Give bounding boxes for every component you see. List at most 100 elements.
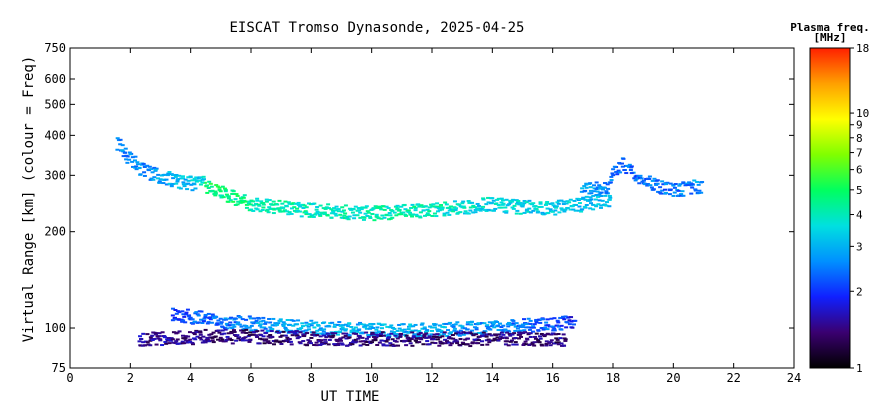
x-tick-label: 20 (666, 371, 680, 385)
data-point (313, 213, 318, 216)
data-point (247, 340, 252, 343)
data-point (367, 340, 372, 343)
data-point (463, 327, 468, 330)
data-point (440, 342, 445, 345)
data-point (175, 338, 180, 341)
data-point (436, 205, 441, 208)
data-point (427, 206, 432, 209)
data-point (414, 213, 419, 216)
data-point (528, 211, 533, 214)
data-point (447, 341, 452, 344)
data-point (302, 333, 307, 336)
data-point (539, 205, 544, 208)
data-point (645, 184, 650, 187)
data-point (446, 329, 451, 332)
data-point (203, 341, 208, 344)
data-point (306, 339, 311, 342)
data-point (196, 177, 201, 180)
data-point (390, 209, 395, 212)
data-point (332, 325, 337, 328)
data-point (158, 178, 163, 181)
data-point (435, 338, 440, 341)
data-point (281, 340, 286, 343)
data-point (149, 177, 154, 180)
data-point (465, 321, 470, 324)
data-point (325, 214, 330, 217)
data-point (508, 323, 513, 326)
data-point (395, 329, 400, 332)
data-point (609, 175, 614, 178)
data-point (651, 188, 656, 191)
data-point (410, 215, 415, 218)
data-point (538, 202, 543, 205)
data-point (249, 324, 254, 327)
data-point (532, 341, 537, 344)
data-point (365, 324, 370, 327)
data-point (634, 175, 639, 178)
data-point (379, 339, 384, 342)
data-point (395, 207, 400, 210)
data-point (411, 335, 416, 338)
data-point (661, 183, 666, 186)
data-point (453, 323, 458, 326)
data-point (390, 326, 395, 329)
data-point (534, 318, 539, 321)
data-point (498, 335, 503, 338)
data-point (439, 329, 444, 332)
data-point (601, 188, 606, 191)
data-point (244, 325, 249, 328)
data-point (311, 215, 316, 218)
data-point (336, 208, 341, 211)
data-point (210, 339, 215, 342)
data-point (235, 194, 240, 197)
x-tick-label: 4 (187, 371, 194, 385)
data-point (317, 340, 322, 343)
data-point (448, 337, 453, 340)
data-point (412, 205, 417, 208)
data-point (267, 199, 272, 202)
data-point (176, 318, 181, 321)
data-point (343, 329, 348, 332)
chart-title: EISCAT Tromso Dynasonde, 2025-04-25 (229, 20, 524, 36)
data-point (526, 332, 531, 335)
data-point (354, 340, 359, 343)
data-point (563, 338, 568, 341)
data-point (330, 336, 335, 339)
data-point (220, 325, 225, 328)
data-point (696, 183, 701, 186)
data-point (469, 320, 474, 323)
data-point (232, 325, 237, 328)
data-point (430, 341, 435, 344)
data-point (628, 168, 633, 171)
data-point (360, 206, 365, 209)
data-point (278, 335, 283, 338)
data-point (226, 332, 231, 335)
data-point (507, 330, 512, 333)
data-point (264, 338, 269, 341)
data-point (596, 203, 601, 206)
data-point (162, 335, 167, 338)
y-tick-label: 200 (44, 225, 66, 239)
data-point (506, 325, 511, 328)
data-point (403, 213, 408, 216)
data-point (369, 325, 374, 328)
data-point (225, 327, 230, 330)
data-point (491, 323, 496, 326)
data-point (468, 331, 473, 334)
data-point (221, 196, 226, 199)
data-point (334, 205, 339, 208)
x-axis-ticks: 0 2 4 6 8 10 12 14 16 18 20 22 24 (66, 48, 801, 385)
data-point (408, 342, 413, 345)
data-point (200, 178, 205, 181)
data-point (599, 195, 604, 198)
colorbar-tick-label: 6 (856, 164, 863, 177)
data-point (235, 323, 240, 326)
data-point (491, 322, 496, 325)
data-point (432, 326, 437, 329)
data-point (486, 201, 491, 204)
data-point (697, 189, 702, 192)
data-point (524, 323, 529, 326)
data-point (461, 331, 466, 334)
data-point (394, 340, 399, 343)
data-point (215, 338, 220, 341)
